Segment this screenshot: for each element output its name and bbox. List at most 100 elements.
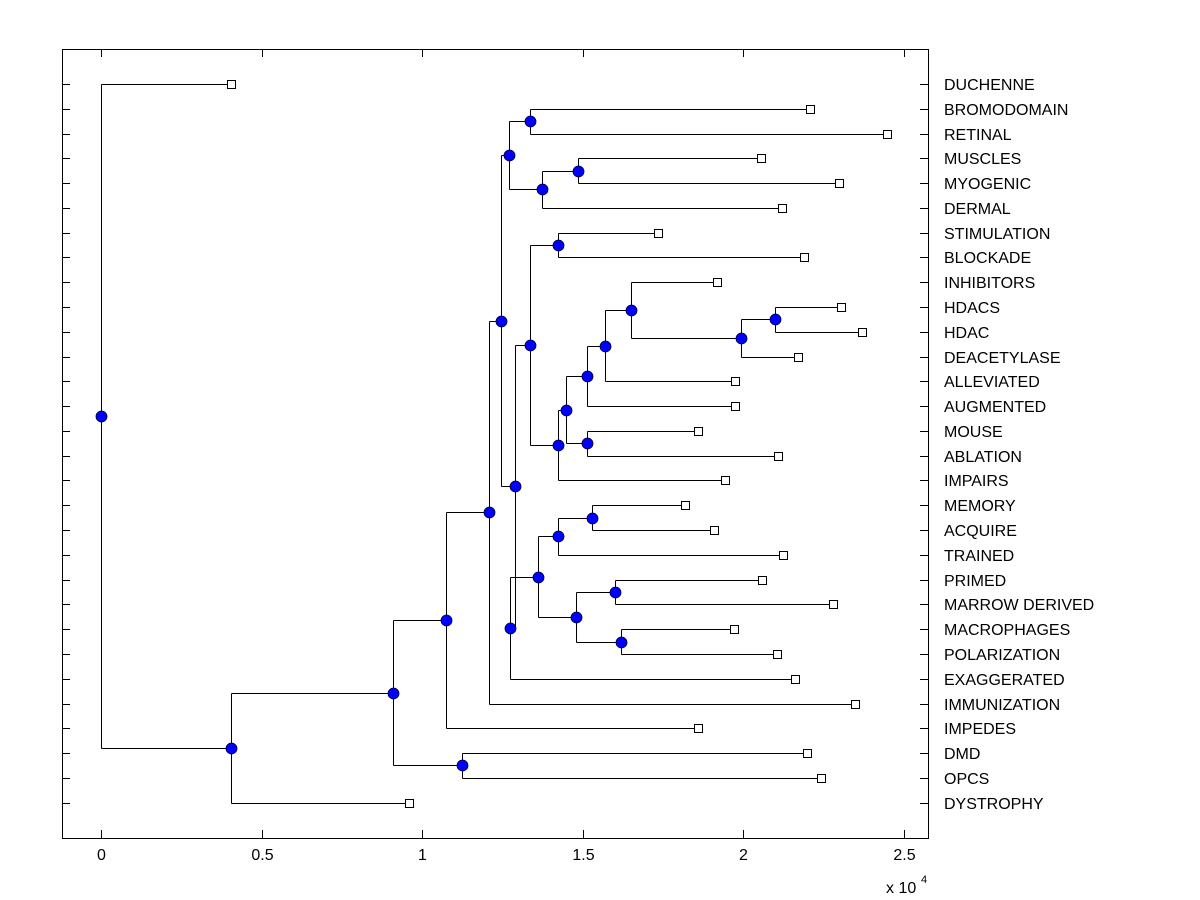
leaf-label: IMMUNIZATION <box>944 697 1060 714</box>
x-multiplier-base: x 10 <box>886 880 916 897</box>
x-tick-label: 2 <box>739 847 748 864</box>
x-tick-label: 0.5 <box>251 847 273 864</box>
internal-node-marker <box>609 586 622 599</box>
x-multiplier-exponent: 4 <box>921 874 927 886</box>
internal-node-marker <box>615 636 628 649</box>
internal-node-marker <box>440 614 453 627</box>
leaf-label: DYSTROPHY <box>944 796 1044 813</box>
leaf-label: RETINAL <box>944 127 1012 144</box>
leaf-label: IMPEDES <box>944 721 1016 738</box>
internal-node-marker <box>570 611 583 624</box>
leaf-label: IMPAIRS <box>944 473 1009 490</box>
leaf-marker <box>757 154 766 163</box>
leaf-label: DERMAL <box>944 201 1011 218</box>
x-tick-label: 1 <box>418 847 427 864</box>
leaf-marker <box>681 501 690 510</box>
internal-node-marker <box>95 410 108 423</box>
leaf-marker <box>779 551 788 560</box>
leaf-labels: DUCHENNE BROMODOMAIN RETINAL MUSCLES MYOGENI… <box>944 77 1094 813</box>
leaf-label: ALLEVIATED <box>944 374 1040 391</box>
leaf-marker <box>837 303 846 312</box>
leaf-marker <box>851 700 860 709</box>
leaf-marker <box>800 253 809 262</box>
internal-node-marker <box>503 149 516 162</box>
internal-node-marker <box>456 759 469 772</box>
leaf-marker <box>778 204 787 213</box>
internal-node-marker <box>599 340 612 353</box>
leaf-label: DUCHENNE <box>944 77 1035 94</box>
leaf-marker <box>829 600 838 609</box>
leaf-marker <box>405 799 414 808</box>
internal-node-marker <box>483 506 496 519</box>
internal-node-marker <box>509 480 522 493</box>
leaf-marker <box>774 452 783 461</box>
leaf-label: MOUSE <box>944 424 1003 441</box>
internal-node-marker <box>524 339 537 352</box>
internal-node-marker <box>524 115 537 128</box>
leaf-marker <box>694 427 703 436</box>
leaf-marker <box>803 749 812 758</box>
x-axis-multiplier: x 10 4 <box>886 874 927 897</box>
internal-node-marker <box>552 439 565 452</box>
leaf-label: TRAINED <box>944 548 1014 565</box>
leaf-label: DMD <box>944 746 980 763</box>
leaf-label: PRIMED <box>944 573 1006 590</box>
leaf-label: HDACS <box>944 300 1000 317</box>
internal-node-marker <box>586 512 599 525</box>
leaf-marker <box>731 402 740 411</box>
leaf-marker <box>794 353 803 362</box>
leaf-marker <box>694 724 703 733</box>
internal-node-marker <box>560 404 573 417</box>
leaf-label: OPCS <box>944 771 989 788</box>
leaf-label: POLARIZATION <box>944 647 1060 664</box>
y-axis-ticks <box>62 84 928 804</box>
internal-node-marker <box>572 165 585 178</box>
internal-node-marker <box>225 742 238 755</box>
leaf-marker <box>721 476 730 485</box>
leaf-marker <box>791 675 800 684</box>
leaf-label: DEACETYLASE <box>944 350 1060 367</box>
leaf-marker <box>731 377 740 386</box>
internal-node-marker <box>495 315 508 328</box>
leaf-label: ABLATION <box>944 449 1022 466</box>
leaf-label: HDAC <box>944 325 989 342</box>
leaf-marker <box>713 278 722 287</box>
leaf-label: MEMORY <box>944 498 1016 515</box>
leaf-label: INHIBITORS <box>944 275 1035 292</box>
leaf-marker <box>773 650 782 659</box>
leaf-label: MARROW DERIVED <box>944 597 1094 614</box>
x-tick-label: 0 <box>97 847 106 864</box>
internal-node-marker <box>735 332 748 345</box>
internal-node-marker <box>625 304 638 317</box>
leaf-marker <box>883 130 892 139</box>
internal-node-marker <box>581 437 594 450</box>
internal-node-marker <box>536 183 549 196</box>
internal-node-marker <box>769 313 782 326</box>
internal-node-marker <box>504 622 517 635</box>
leaf-label: EXAGGERATED <box>944 672 1065 689</box>
leaf-marker <box>835 179 844 188</box>
internal-node-marker <box>552 530 565 543</box>
leaf-marker <box>654 229 663 238</box>
leaf-marker <box>806 105 815 114</box>
leaf-marker <box>858 328 867 337</box>
axes <box>62 49 929 839</box>
x-tick-label: 1.5 <box>572 847 594 864</box>
leaf-label: MACROPHAGES <box>944 622 1070 639</box>
internal-node-markers <box>95 115 782 772</box>
x-axis-ticks: 0 0.5 1 1.5 2 2.5 <box>97 49 916 864</box>
leaf-marker <box>817 774 826 783</box>
leaf-marker <box>730 625 739 634</box>
internal-node-marker <box>532 571 545 584</box>
leaf-marker <box>227 80 236 89</box>
leaf-label: MYOGENIC <box>944 176 1031 193</box>
internal-node-marker <box>581 370 594 383</box>
leaf-label: BROMODOMAIN <box>944 102 1068 119</box>
internal-node-marker <box>387 687 400 700</box>
leaf-label: ACQUIRE <box>944 523 1017 540</box>
leaf-marker <box>758 576 767 585</box>
leaf-label: STIMULATION <box>944 226 1050 243</box>
leaf-label: BLOCKADE <box>944 250 1031 267</box>
